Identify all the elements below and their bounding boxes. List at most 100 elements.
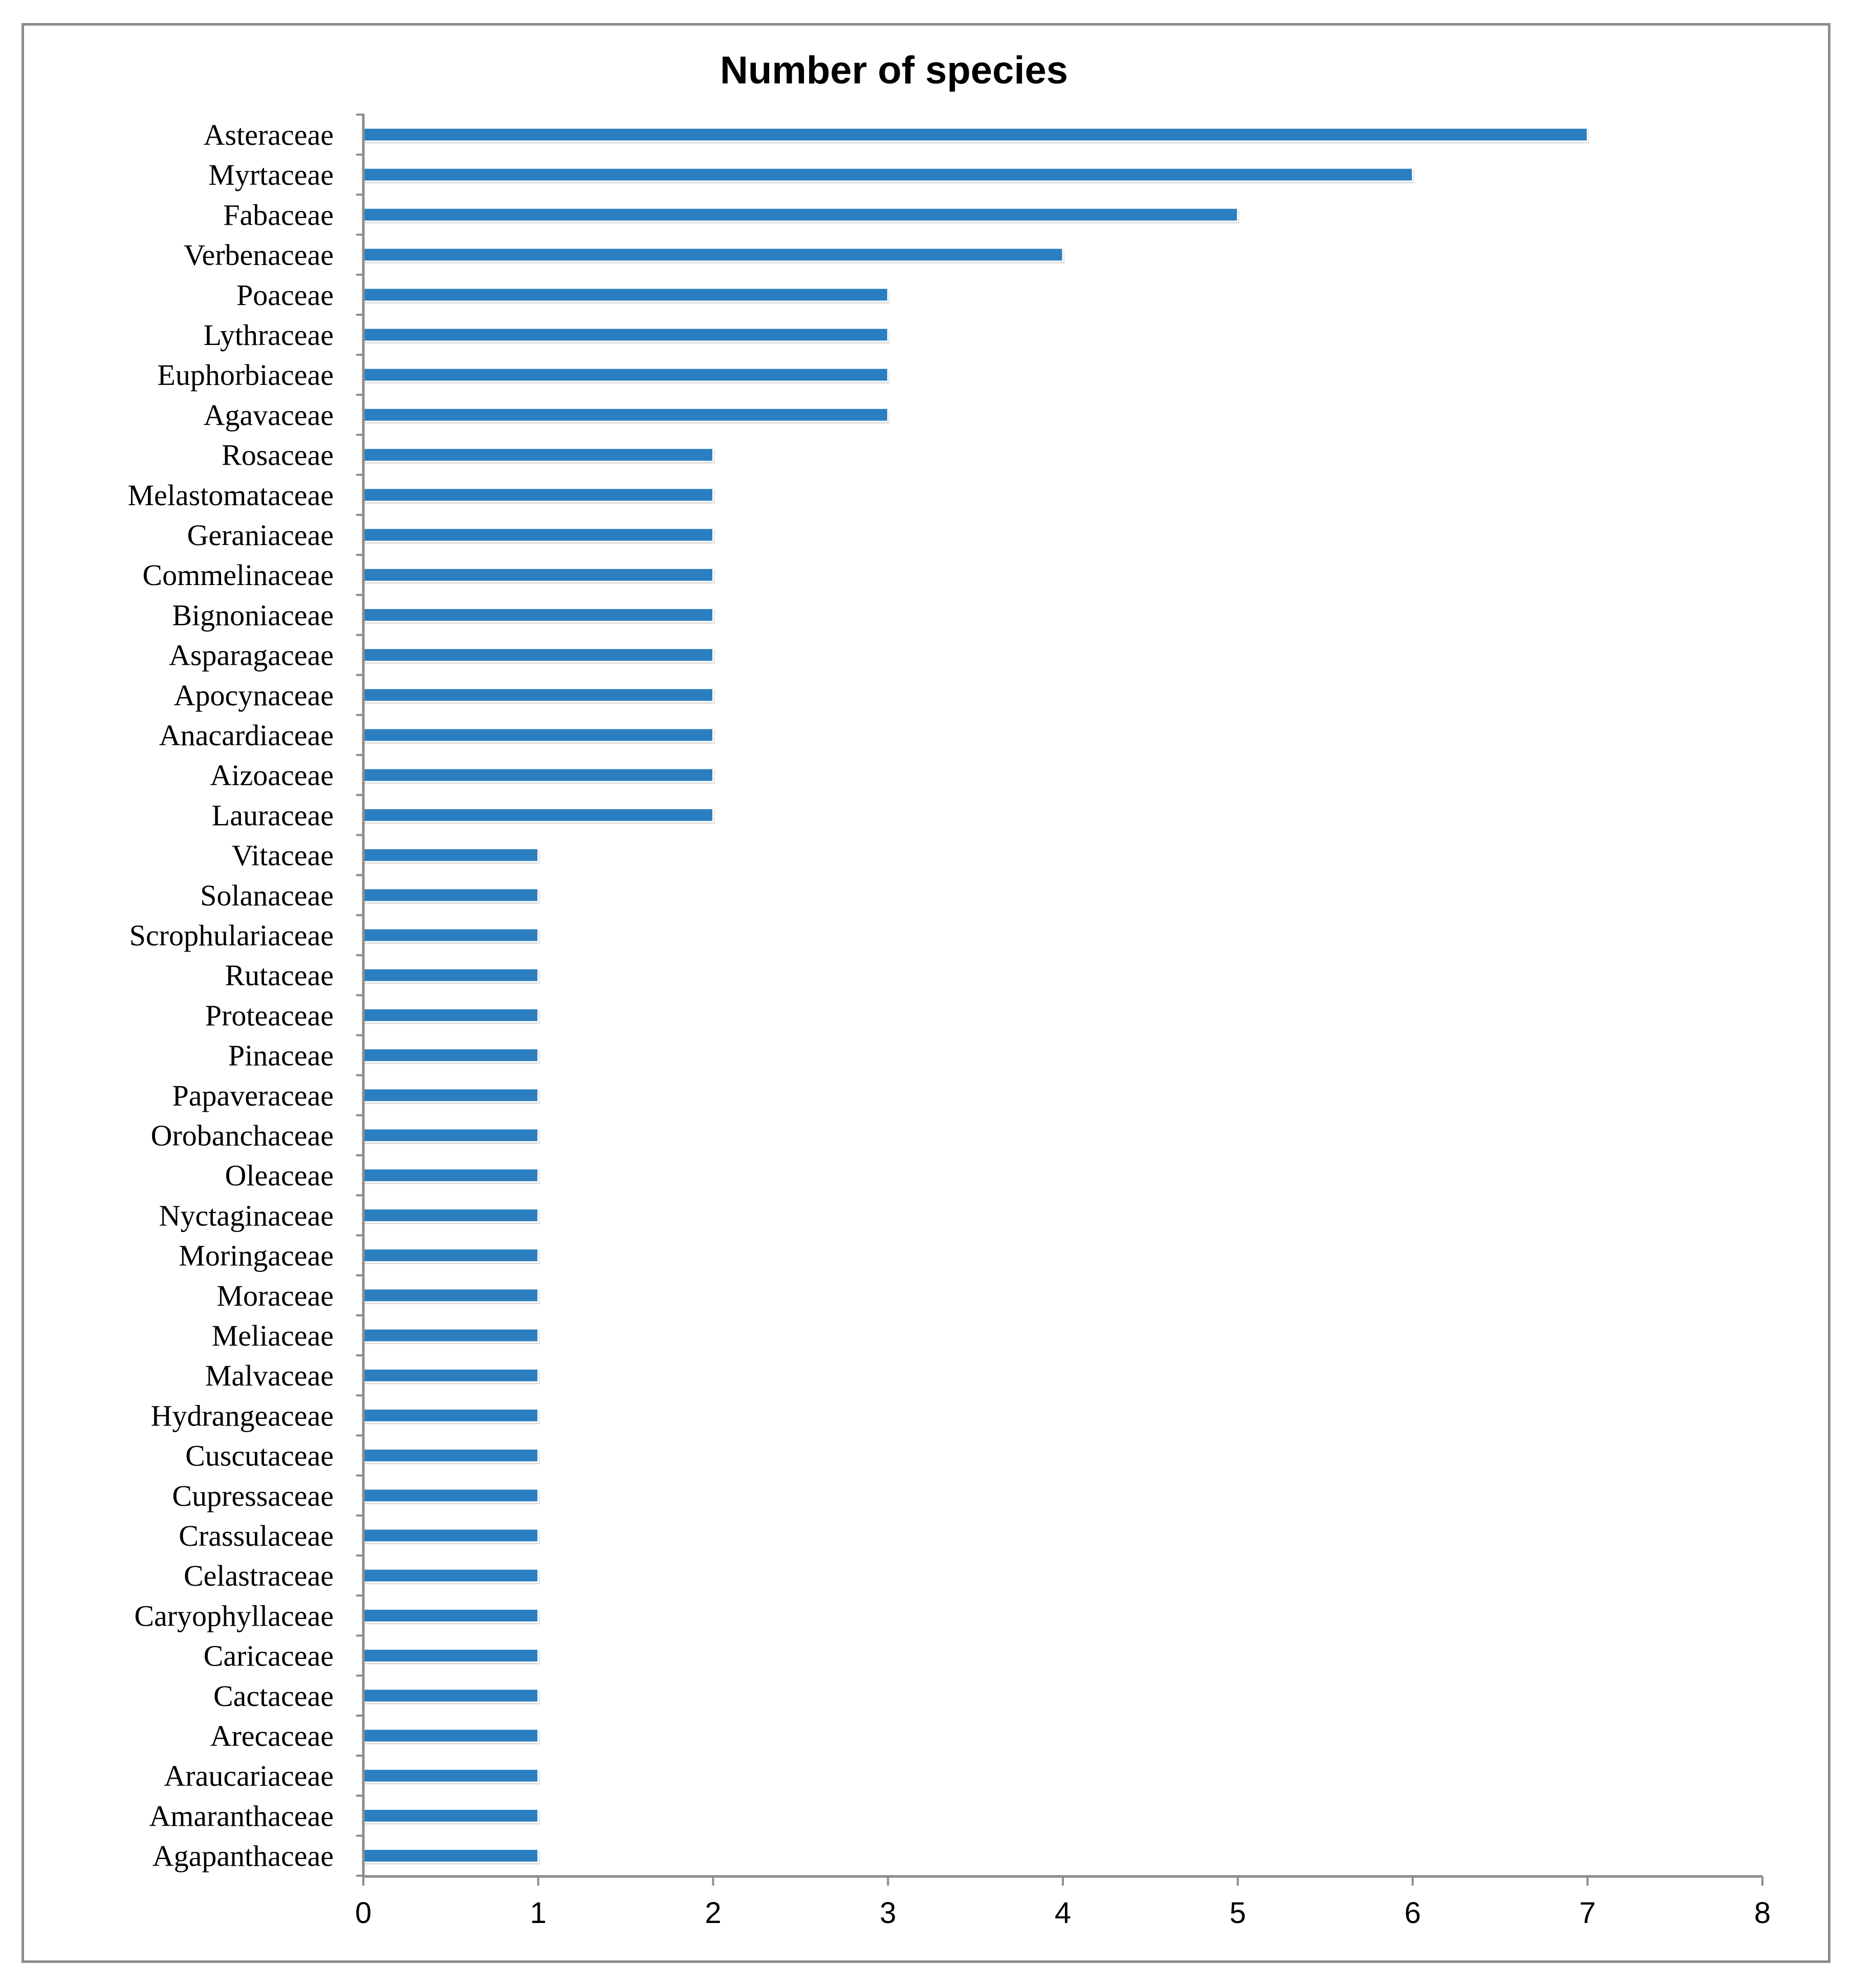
- labels-layer: Asteraceae Myrtaceae Fabaceae Verbenaceae Po…: [127, 118, 1771, 1930]
- category-label: Agavaceae: [204, 398, 334, 431]
- bar: [362, 848, 539, 863]
- bar: [362, 1088, 539, 1103]
- category-label: Rosaceae: [222, 439, 334, 472]
- category-label: Arecaceae: [210, 1719, 334, 1753]
- bar: [362, 1368, 539, 1383]
- category-label: Caryophyllaceae: [134, 1599, 334, 1632]
- category-label: Lythraceae: [204, 318, 334, 352]
- bar: [362, 1408, 539, 1423]
- category-label: Pinaceae: [228, 1039, 334, 1072]
- category-label: Euphorbiaceae: [157, 358, 334, 392]
- x-tick-label: 6: [1404, 1896, 1421, 1930]
- category-label: Cuscutaceae: [185, 1439, 334, 1473]
- x-tick-label: 2: [705, 1896, 721, 1930]
- axis-layer: [356, 113, 1763, 1886]
- category-label: Aizoaceae: [210, 759, 334, 792]
- x-tick-label: 4: [1055, 1896, 1071, 1930]
- chart-frame: [21, 23, 1830, 1963]
- bar: [362, 767, 714, 783]
- category-label: Myrtaceae: [208, 158, 334, 191]
- category-label: Melastomataceae: [127, 479, 334, 512]
- bar: [362, 727, 714, 743]
- bar: [362, 1288, 539, 1303]
- bar: [362, 207, 1239, 222]
- bar: [362, 1488, 539, 1503]
- category-label: Commelinaceae: [142, 558, 334, 592]
- category-label: Crassulaceae: [179, 1519, 334, 1552]
- bar: [362, 247, 1064, 263]
- bar: [362, 1768, 539, 1783]
- category-label: Agapanthaceae: [152, 1840, 334, 1873]
- x-tick-label: 7: [1579, 1896, 1596, 1930]
- bar: [362, 527, 714, 543]
- bar: [362, 487, 714, 503]
- bar: [362, 1248, 539, 1263]
- bar: [362, 1128, 539, 1143]
- category-label: Malvaceae: [205, 1359, 334, 1392]
- category-label: Moraceae: [216, 1279, 334, 1312]
- bar: [362, 1848, 539, 1864]
- category-label: Araucariaceae: [164, 1759, 334, 1792]
- chart-title: Number of species: [720, 49, 1068, 92]
- bar: [362, 807, 714, 823]
- bar: [362, 1448, 539, 1463]
- category-label: Oleaceae: [225, 1159, 334, 1192]
- bars-layer: [362, 127, 1589, 1865]
- bar: [362, 567, 714, 582]
- bar: [362, 607, 714, 622]
- bar: [362, 1528, 539, 1543]
- x-tick-label: 5: [1230, 1896, 1246, 1930]
- category-label: Hydrangeaceae: [151, 1399, 334, 1432]
- category-label: Nyctaginaceae: [159, 1199, 334, 1232]
- bar: [362, 167, 1413, 182]
- bar: [362, 1808, 539, 1823]
- category-label: Amaranthaceae: [149, 1799, 334, 1832]
- category-label: Proteaceae: [205, 999, 334, 1032]
- category-label: Scrophulariaceae: [129, 919, 334, 952]
- bar: [362, 287, 889, 302]
- x-tick-label: 1: [530, 1896, 547, 1930]
- bar: [362, 927, 539, 943]
- bar: [362, 1648, 539, 1663]
- bar: [362, 1608, 539, 1623]
- category-label: Apocynaceae: [174, 679, 334, 712]
- x-tick-label: 8: [1754, 1896, 1771, 1930]
- bar: [362, 127, 1588, 142]
- bar: [362, 1048, 539, 1063]
- category-label: Meliaceae: [212, 1319, 334, 1352]
- bar: [362, 447, 714, 463]
- bar: [362, 1728, 539, 1743]
- bar: [362, 1007, 539, 1023]
- category-label: Fabaceae: [223, 198, 334, 231]
- bar: [362, 327, 889, 342]
- bar: [362, 1328, 539, 1343]
- category-label: Anacardiaceae: [159, 719, 334, 752]
- category-label: Bignoniaceae: [172, 598, 334, 632]
- category-label: Solanaceae: [200, 879, 334, 912]
- category-label: Rutaceae: [225, 959, 334, 992]
- bar: [362, 687, 714, 703]
- bar: [362, 967, 539, 983]
- x-tick-label: 3: [880, 1896, 896, 1930]
- bar: [362, 1688, 539, 1703]
- category-label: Asparagaceae: [169, 639, 334, 672]
- category-label: Celastraceae: [184, 1559, 334, 1592]
- category-label: Orobanchaceae: [151, 1119, 334, 1152]
- bar: [362, 1568, 539, 1583]
- category-label: Poaceae: [236, 278, 334, 312]
- bar: [362, 1207, 539, 1223]
- category-label: Caricaceae: [204, 1639, 334, 1673]
- category-label: Geraniaceae: [187, 518, 334, 552]
- category-label: Cactaceae: [213, 1679, 334, 1713]
- bar: [362, 407, 889, 422]
- category-label: Verbenaceae: [184, 239, 334, 272]
- bar: [362, 888, 539, 903]
- category-label: Lauraceae: [212, 798, 334, 832]
- bar: [362, 1168, 539, 1183]
- bar: [362, 647, 714, 663]
- category-label: Vitaceae: [232, 839, 334, 872]
- bar: [362, 367, 889, 382]
- category-label: Moringaceae: [179, 1239, 334, 1272]
- category-label: Papaveraceae: [172, 1079, 334, 1112]
